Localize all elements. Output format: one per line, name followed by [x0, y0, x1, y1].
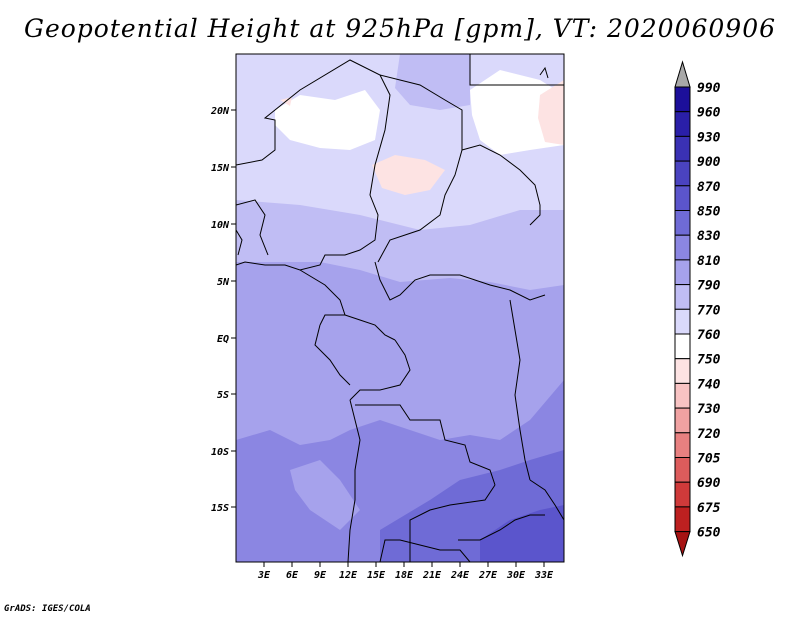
colorbar-label-810: 810 — [697, 254, 721, 269]
colorbar-swatch — [674, 160, 691, 187]
field-750-sudan — [538, 80, 564, 145]
lon-label-30e: 30E — [506, 570, 526, 581]
colorbar-label-730: 730 — [697, 402, 721, 417]
colorbar-swatch — [674, 111, 691, 137]
height-field — [236, 54, 564, 562]
lon-label-6e: 6E — [286, 570, 299, 581]
lat-label-10n: 10N — [211, 220, 230, 231]
colorbar-swatch — [674, 135, 691, 162]
field-810-tongue — [290, 460, 360, 530]
colorbar-label-850: 850 — [697, 205, 721, 220]
colorbar-label-990: 990 — [697, 81, 721, 96]
lon-label-18e: 18E — [395, 570, 414, 581]
lat-label-15n: 15N — [211, 163, 230, 174]
colorbar-cap-top — [674, 60, 691, 88]
lat-label-20n: 20N — [210, 106, 230, 117]
border-angola-drc — [355, 404, 496, 486]
colorbar-swatch — [674, 333, 691, 360]
map-borders — [236, 54, 564, 562]
colorbar-label-650: 650 — [697, 526, 721, 541]
border-mozambique — [458, 514, 545, 541]
border-libya-sudan — [469, 54, 564, 86]
map-frame — [235, 53, 565, 563]
border-togo — [236, 229, 243, 256]
lon-label-3e: 3E — [257, 570, 271, 581]
coast-red-sea — [539, 66, 549, 79]
colorbar-swatch — [674, 457, 691, 483]
colorbar-label-675: 675 — [697, 501, 721, 516]
coast-angola — [347, 399, 361, 562]
lakes-border — [509, 299, 531, 481]
border-car-drc — [374, 261, 546, 301]
lon-label-15e: 15E — [367, 570, 386, 581]
colorbar-swatch — [674, 432, 691, 458]
colorbar-label-740: 740 — [697, 377, 721, 392]
border-sudan-west — [461, 144, 541, 226]
lon-label-21e: 21E — [422, 570, 442, 581]
border-zambia — [409, 484, 496, 562]
colorbar-label-900: 900 — [697, 155, 721, 170]
field-790-north — [395, 54, 470, 110]
border-niger-nigeria — [236, 59, 391, 271]
border-benin — [236, 199, 269, 256]
lon-label-27e: 27E — [478, 570, 498, 581]
lat-ticks — [231, 109, 236, 508]
colorbar-swatch — [674, 234, 691, 261]
field-790 — [236, 200, 564, 290]
map-title: Geopotential Height at 925hPa [gpm], VT:… — [23, 14, 777, 43]
border-congo — [344, 314, 396, 341]
border-chad — [377, 74, 463, 263]
lat-label-10s: 10S — [211, 447, 229, 458]
colorbar-swatch — [674, 284, 691, 310]
border-drc-congo — [349, 339, 411, 401]
colorbar-label-930: 930 — [697, 130, 721, 145]
colorbar-swatch — [674, 358, 691, 384]
colorbar-swatch — [674, 308, 691, 335]
lon-label-24e: 24E — [450, 570, 470, 581]
lat-label-5s: 5S — [217, 390, 229, 401]
border-cameroon — [299, 269, 346, 326]
lon-label-9e: 9E — [314, 570, 327, 581]
colorbar-cap-bottom — [674, 531, 691, 558]
colorbar-label-790: 790 — [697, 279, 721, 294]
colorbar-swatch — [674, 407, 691, 434]
field-760-east — [470, 70, 564, 155]
coast-gabon — [314, 324, 351, 386]
colorbar-label-750: 750 — [697, 353, 721, 368]
colorbar-label-870: 870 — [697, 180, 721, 195]
field-870 — [480, 505, 564, 562]
colorbar-label-760: 760 — [697, 328, 721, 343]
grads-credit: GrADS: IGES/COLA — [4, 604, 91, 614]
lon-label-33e: 33E — [534, 570, 554, 581]
colorbar-label-960: 960 — [697, 106, 721, 121]
colorbar-swatch — [674, 481, 691, 508]
field-750-lake-chad — [372, 155, 445, 195]
lat-label-5n: 5N — [217, 277, 230, 288]
colorbar-label-770: 770 — [697, 303, 721, 318]
colorbar-label-720: 720 — [697, 427, 721, 442]
colorbar-label-830: 830 — [697, 229, 721, 244]
colorbar-swatch — [674, 210, 691, 236]
colorbar-swatch — [674, 259, 691, 286]
colorbar-swatch — [674, 506, 691, 533]
lat-label-eq: EQ — [217, 334, 229, 345]
field-760-west — [275, 90, 380, 150]
colorbar-swatch — [674, 86, 691, 113]
border-malawi — [529, 479, 564, 521]
lon-ticks — [263, 562, 545, 567]
lon-label-12e: 12E — [339, 570, 358, 581]
colorbar-swatch — [674, 185, 691, 212]
border-namibia — [379, 539, 471, 562]
lat-label-15s: 15S — [211, 503, 229, 514]
colorbar: 990 960 930 900 870 850 830 810 790 770 760 750 740 7… — [674, 60, 721, 558]
colorbar-label-690: 690 — [697, 476, 721, 491]
colorbar-label-705: 705 — [697, 452, 721, 467]
colorbar-swatch — [674, 382, 691, 409]
